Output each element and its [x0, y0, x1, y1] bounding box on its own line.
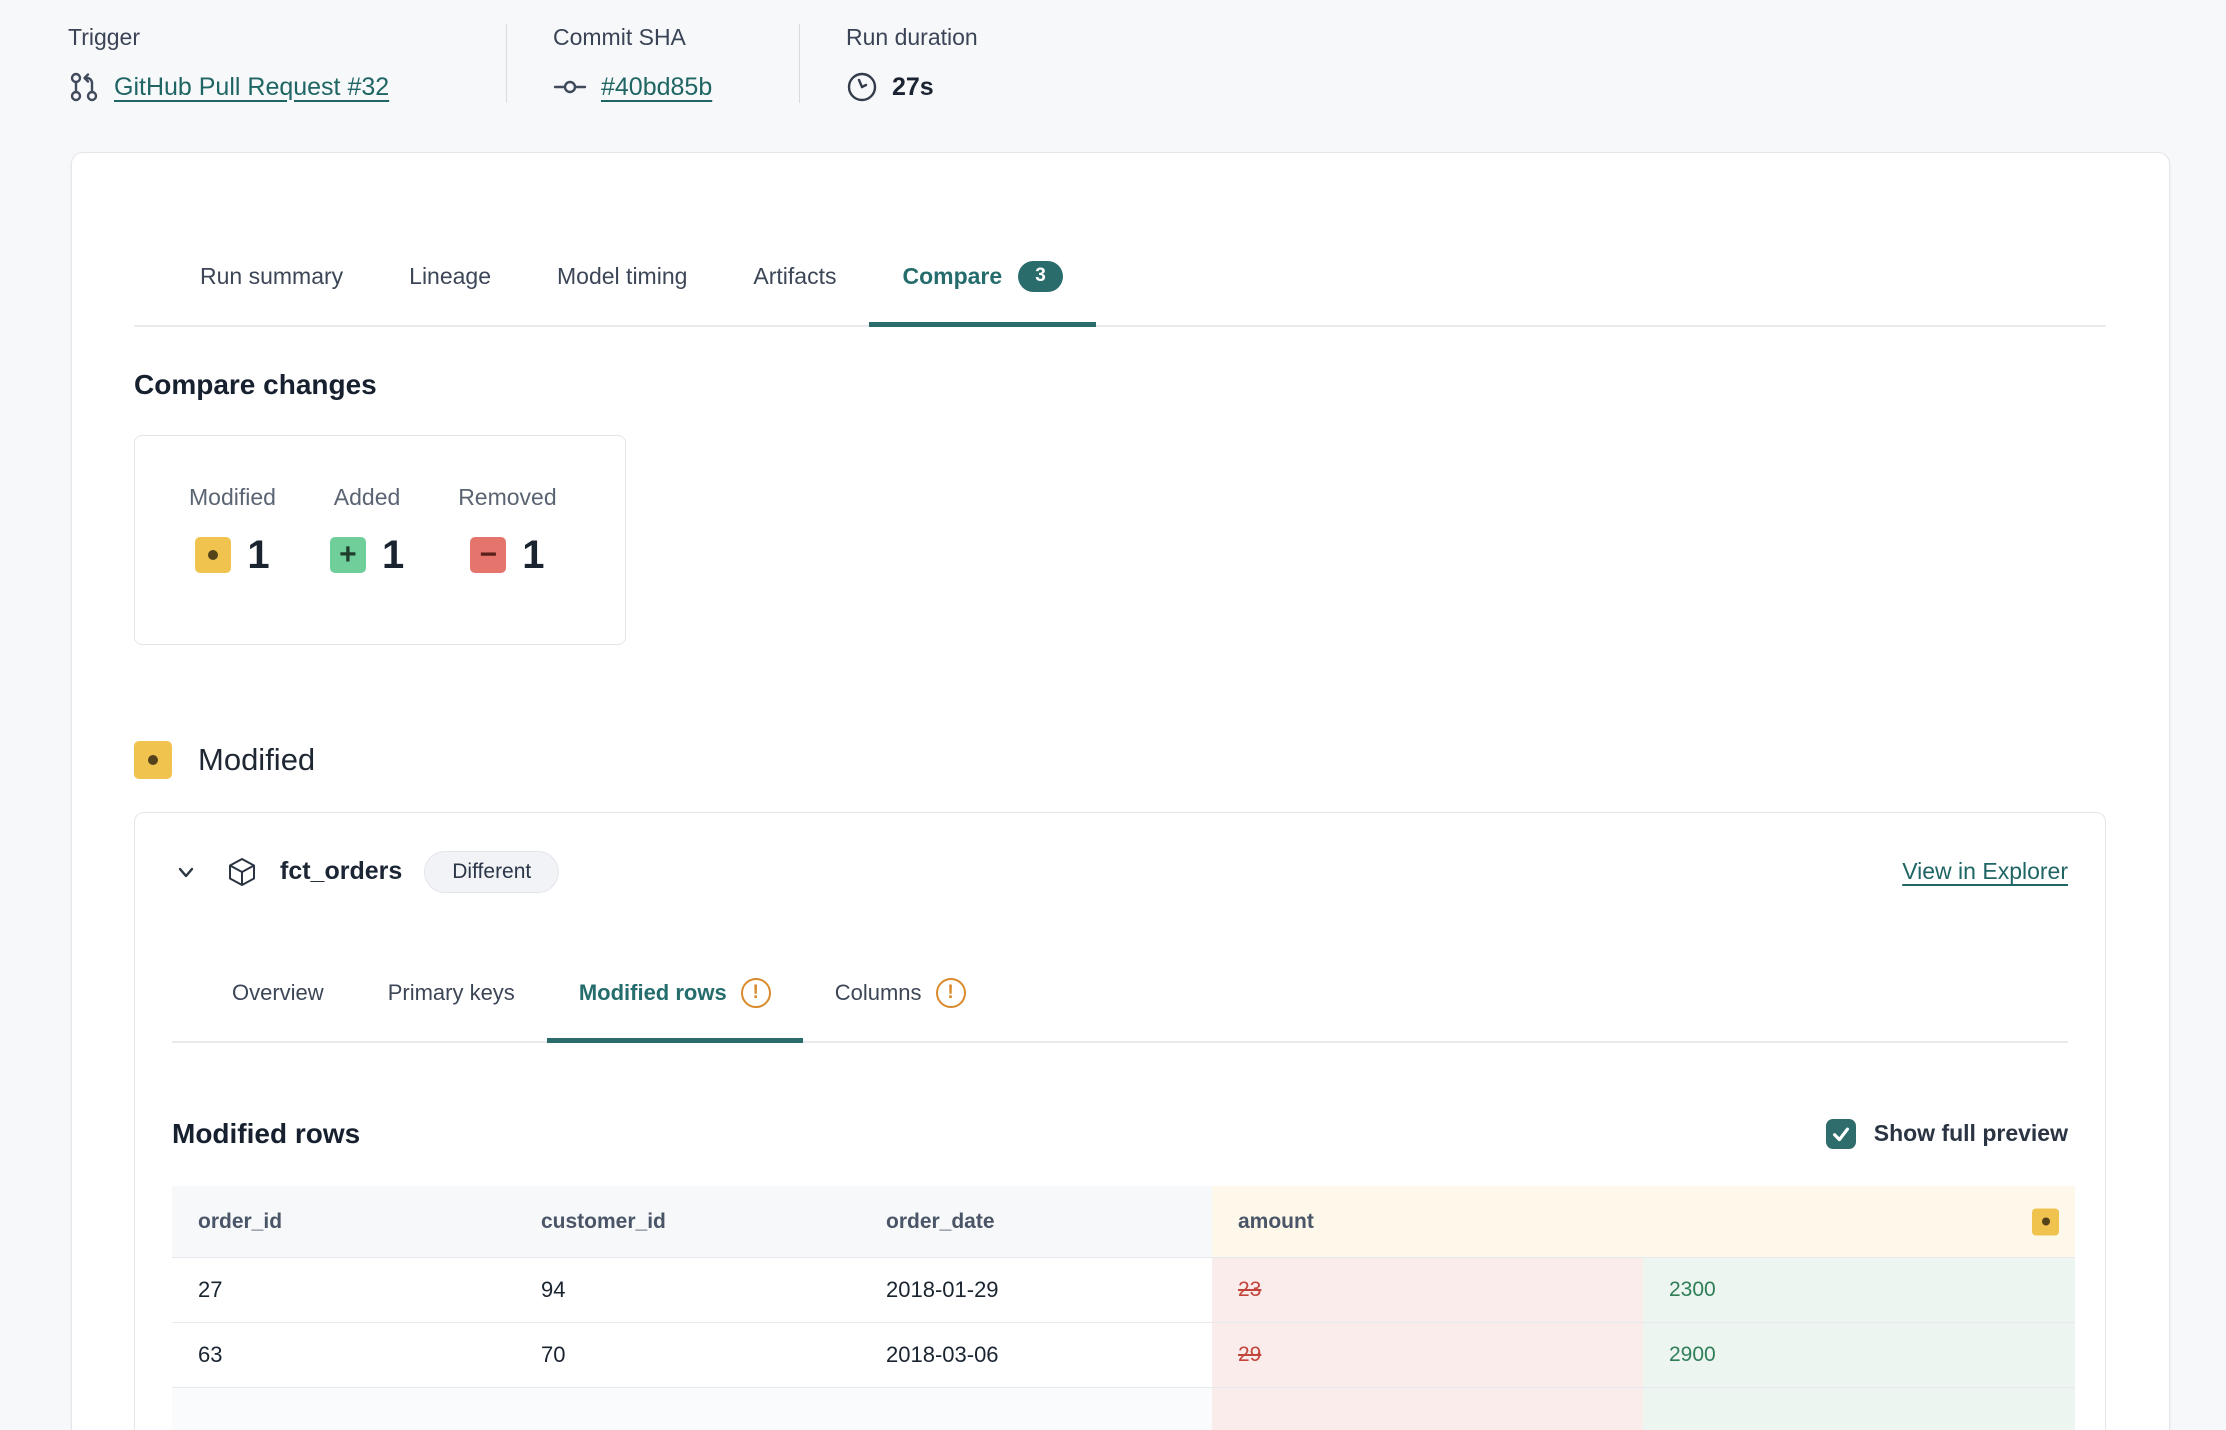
model-card-fct-orders: fct_orders Different View in Explorer Ov… [134, 811, 2106, 1430]
stat-modified: Modified 1 [189, 484, 276, 644]
modified-group-header: Modified [134, 740, 2106, 779]
cell-customer-id: 94 [515, 1257, 860, 1323]
modified-rows-table: order_id customer_id order_date amount 2… [172, 1185, 2076, 1430]
cell-amount-new: 2300 [1643, 1257, 2076, 1323]
run-detail-card: Run summary Lineage Model timing Artifac… [71, 152, 2170, 1430]
tab-artifacts[interactable]: Artifacts [720, 261, 869, 327]
column-header-amount: amount [1212, 1185, 2076, 1258]
table-header-row: order_id customer_id order_date amount [172, 1185, 2076, 1258]
cell-customer-id: 70 [515, 1322, 860, 1388]
pull-request-icon [68, 71, 100, 103]
warning-icon: ! [740, 977, 771, 1008]
chevron-down-icon [172, 858, 200, 886]
modified-rows-header: Modified rows Show full preview [172, 1118, 2068, 1150]
commit-label: Commit SHA [553, 24, 686, 50]
cell-order-date: 2018-01-29 [860, 1257, 1212, 1323]
tab-compare[interactable]: Compare 3 [869, 261, 1096, 327]
stat-removed-label: Removed [458, 483, 557, 510]
column-header-order-date: order_date [860, 1185, 1212, 1258]
tab-model-timing[interactable]: Model timing [524, 261, 720, 327]
show-full-preview-toggle[interactable]: Show full preview [1825, 1118, 2068, 1149]
stat-added-label: Added [333, 483, 401, 510]
trigger-column: Trigger GitHub Pull Request #32 [68, 24, 460, 103]
meta-divider [799, 24, 800, 103]
cell-amount-old: 29 [1212, 1322, 1643, 1388]
added-count: 1 [381, 532, 405, 577]
change-summary-card: Modified 1 Added + 1 Removed − 1 [134, 434, 626, 645]
cell-order-id: 27 [172, 1257, 515, 1323]
git-commit-icon [553, 71, 587, 103]
tab-columns[interactable]: Columns ! [803, 977, 998, 1043]
trigger-link[interactable]: GitHub Pull Request #32 [114, 72, 390, 101]
trigger-label: Trigger [68, 24, 140, 50]
column-header-order-id: order_id [172, 1185, 515, 1258]
stat-removed: Removed − 1 [458, 484, 556, 644]
commit-sha-link[interactable]: #40bd85b [601, 72, 713, 101]
meta-divider [506, 24, 507, 103]
duration-column: Run duration 27s [846, 24, 978, 103]
added-plus-square-icon: + [329, 537, 366, 574]
cell-order-id: 63 [172, 1322, 515, 1388]
collapse-chevron-button[interactable] [172, 858, 200, 886]
cell-order-date: 2018-03-06 [860, 1322, 1212, 1388]
table-row-partial [172, 1387, 2076, 1430]
column-header-customer-id: customer_id [515, 1185, 860, 1258]
show-full-preview-label: Show full preview [1873, 1120, 2068, 1147]
cell-amount-new: 2900 [1643, 1322, 2076, 1388]
run-tabbar: Run summary Lineage Model timing Artifac… [134, 261, 2106, 327]
tab-lineage[interactable]: Lineage [376, 261, 524, 327]
tab-run-summary[interactable]: Run summary [167, 261, 376, 327]
modified-dot-square-icon [195, 537, 232, 574]
table-row: 63 70 2018-03-06 29 2900 [172, 1322, 2076, 1388]
modified-dot-square-icon [134, 740, 172, 779]
checked-checkbox-icon[interactable] [1825, 1118, 1856, 1149]
run-meta-bar: Trigger GitHub Pull Request #32 Commit S… [0, 0, 2226, 103]
model-cube-icon [226, 856, 258, 888]
stat-added: Added + 1 [329, 483, 405, 644]
tab-overview[interactable]: Overview [200, 978, 356, 1043]
model-name: fct_orders [280, 857, 403, 886]
modified-count: 1 [247, 532, 270, 577]
compare-count-badge: 3 [1018, 261, 1063, 292]
modified-rows-heading: Modified rows [172, 1117, 361, 1149]
warning-icon: ! [935, 977, 966, 1008]
removed-minus-square-icon: − [470, 537, 507, 574]
stat-modified-label: Modified [189, 483, 276, 510]
compare-changes-heading: Compare changes [134, 368, 377, 400]
modified-group-title: Modified [198, 741, 316, 777]
model-card-header: fct_orders Different View in Explorer [172, 813, 2068, 893]
run-duration-value: 27s [892, 72, 934, 101]
removed-count: 1 [522, 532, 545, 577]
modified-dot-square-icon [2032, 1208, 2060, 1236]
cell-amount-old: 23 [1212, 1257, 1643, 1323]
model-tabbar: Overview Primary keys Modified rows ! Co… [172, 977, 2068, 1043]
clock-icon [846, 71, 878, 103]
model-status-badge: Different [424, 850, 560, 893]
commit-column: Commit SHA #40bd85b [553, 24, 753, 103]
view-in-explorer-link[interactable]: View in Explorer [1902, 858, 2068, 885]
duration-label: Run duration [846, 24, 978, 50]
tab-modified-rows[interactable]: Modified rows ! [546, 977, 803, 1043]
table-row: 27 94 2018-01-29 23 2300 [172, 1257, 2076, 1323]
tab-primary-keys[interactable]: Primary keys [356, 978, 547, 1043]
